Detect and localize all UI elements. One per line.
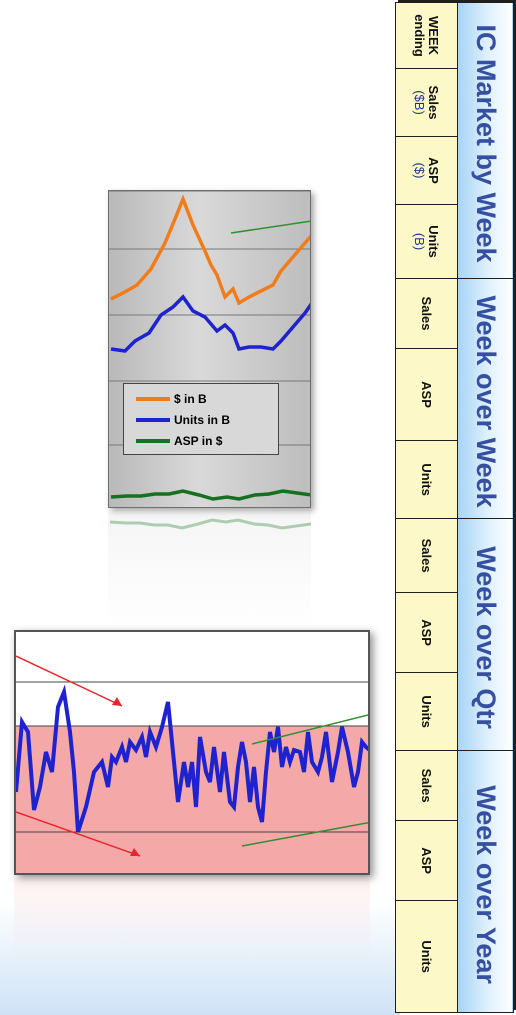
legend-item: ASP in $ (136, 432, 222, 450)
trend-arrow (16, 655, 123, 707)
legend-swatch (136, 418, 170, 422)
asp-line (110, 489, 310, 501)
trend-line (230, 220, 310, 234)
legend-label: Units in B (174, 413, 230, 427)
units-line (110, 294, 310, 353)
sales-line (110, 194, 310, 306)
growth-band-plot (16, 655, 368, 873)
column-unit: ($) (412, 162, 428, 179)
column-label: Units (426, 225, 442, 258)
column-header: Units (395, 900, 458, 1013)
legend-item: Units in B (136, 411, 230, 429)
arrowhead (130, 848, 140, 856)
legend-swatch (136, 397, 170, 401)
trend-line (251, 714, 368, 745)
ic-market-table: IC Market by Week Week over Week Week ov… (395, 0, 516, 1013)
column-header: Units (B) (395, 204, 458, 279)
column-label: ASP (426, 157, 442, 184)
legend-label: $ in B (174, 392, 207, 406)
column-header: ASP ($) (395, 136, 458, 205)
background-glow (0, 900, 400, 1015)
column-unit: (B) (412, 232, 428, 251)
column-header: Sales ($B) (395, 68, 458, 137)
column-header: Sales (395, 750, 458, 821)
legend-swatch (136, 439, 170, 443)
column-header: ASP (395, 592, 458, 673)
group-header-row: IC Market by Week Week over Week Week ov… (457, 2, 514, 1013)
chart-reflection (108, 510, 311, 630)
weekly-trend-chart: $ in B Units in B ASP in $ (108, 190, 311, 508)
column-unit: ending (412, 14, 428, 57)
column-header: Units (395, 440, 458, 519)
group-header: Week over Qtr (457, 518, 514, 751)
header-table: IC Market by Week Week over Week Week ov… (395, 2, 514, 1013)
legend-item: $ in B (136, 390, 207, 408)
shaded-band (16, 726, 368, 873)
reflection-plot (109, 518, 311, 530)
chart-reflection (14, 878, 370, 958)
column-label: WEEK (426, 16, 442, 55)
column-header: Sales (395, 278, 458, 349)
column-header: ASP (395, 820, 458, 901)
group-header: Week over Year (457, 750, 514, 1013)
units-line (16, 684, 368, 833)
legend-label: ASP in $ (174, 434, 223, 448)
column-unit: ($B) (412, 90, 428, 115)
column-header: Units (395, 672, 458, 751)
reflection-line (109, 518, 311, 530)
arrowhead (112, 697, 122, 706)
column-header: ASP (395, 348, 458, 441)
column-header: Sales (395, 518, 458, 593)
weekly-trend-plot (109, 191, 310, 501)
growth-band-chart (14, 630, 370, 875)
column-label: Sales (426, 85, 442, 120)
column-header: WEEK ending (395, 2, 458, 69)
group-header: IC Market by Week (457, 2, 514, 279)
chart-legend: $ in B Units in B ASP in $ (123, 383, 279, 455)
group-header: Week over Week (457, 278, 514, 519)
trend-arrow (16, 811, 141, 857)
column-header-row: WEEK ending Sales ($B) ASP ($) Units (B) Sal… (395, 2, 458, 1013)
trend-line (241, 821, 368, 847)
